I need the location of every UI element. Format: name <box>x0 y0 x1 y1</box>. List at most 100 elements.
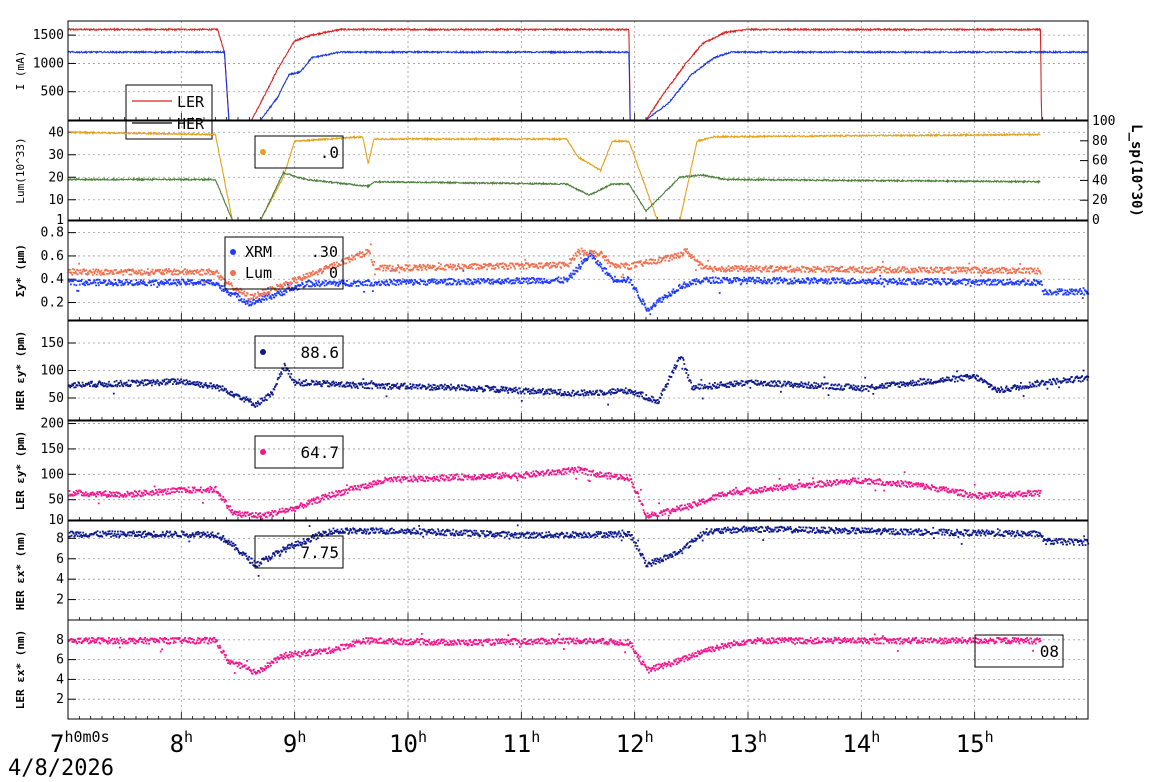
data-point <box>254 302 257 304</box>
y-tick-label: 100 <box>41 467 64 482</box>
data-point <box>261 295 264 298</box>
data-point <box>211 273 214 275</box>
data-point <box>621 388 624 391</box>
data-point <box>206 387 209 389</box>
data-point <box>331 381 333 384</box>
data-point <box>838 278 841 281</box>
data-point <box>1051 383 1054 386</box>
data-point <box>837 268 839 271</box>
data-point <box>634 390 637 392</box>
data-point <box>526 388 529 391</box>
data-point <box>452 266 455 269</box>
data-point <box>843 279 846 282</box>
data-point <box>837 278 839 281</box>
data-point <box>1019 263 1022 265</box>
data-point <box>510 266 512 269</box>
data-point <box>199 282 202 285</box>
data-point <box>730 267 733 270</box>
data-point <box>126 281 129 283</box>
data-point <box>598 264 601 266</box>
data-point <box>450 283 452 286</box>
data-point <box>511 391 514 394</box>
data-point <box>624 281 627 284</box>
data-point <box>236 293 239 295</box>
data-point <box>907 271 909 273</box>
data-point <box>896 269 898 271</box>
data-point <box>715 267 718 270</box>
data-point <box>934 380 937 383</box>
data-point <box>881 383 884 385</box>
data-point <box>196 380 199 383</box>
data-point <box>659 297 662 300</box>
data-point <box>480 386 483 389</box>
data-point <box>408 387 411 389</box>
data-point <box>462 387 465 390</box>
data-point <box>833 277 835 280</box>
data-point <box>1066 289 1068 292</box>
data-point <box>656 399 659 401</box>
data-point <box>720 381 722 384</box>
data-point <box>102 279 105 282</box>
data-point <box>1024 385 1027 388</box>
data-point <box>1081 375 1083 377</box>
data-point <box>479 282 482 284</box>
data-point <box>163 378 166 381</box>
data-point <box>764 279 767 282</box>
data-point <box>667 291 670 294</box>
data-point <box>292 277 295 280</box>
data-point <box>93 384 95 386</box>
data-point <box>364 253 367 256</box>
data-point <box>901 267 903 270</box>
data-point <box>473 278 476 281</box>
data-point <box>756 276 758 279</box>
data-point <box>973 280 975 283</box>
data-point <box>975 279 977 281</box>
data-point <box>958 281 961 284</box>
data-point <box>435 388 438 390</box>
data-point <box>321 280 324 283</box>
data-point <box>384 387 386 390</box>
data-point <box>611 388 614 391</box>
data-point <box>869 271 872 273</box>
data-point <box>984 267 986 269</box>
data-point <box>992 280 995 283</box>
data-point <box>966 279 969 281</box>
data-point <box>635 392 638 394</box>
data-point <box>548 388 550 391</box>
data-point <box>521 263 524 266</box>
data-point <box>223 278 225 281</box>
data-point <box>608 261 611 264</box>
data-point <box>74 271 76 274</box>
data-point <box>566 280 569 283</box>
data-point <box>205 272 208 275</box>
data-point <box>649 313 652 316</box>
data-point <box>521 282 524 284</box>
data-point <box>450 278 453 280</box>
legend: 88.6 <box>254 335 344 369</box>
data-point <box>573 257 576 260</box>
data-point <box>369 283 372 286</box>
data-point <box>854 268 857 270</box>
data-point <box>181 271 184 274</box>
data-point <box>437 262 440 264</box>
data-point <box>525 262 527 264</box>
data-point <box>393 269 395 272</box>
data-point <box>300 277 303 280</box>
data-point <box>439 268 442 270</box>
data-point <box>1068 379 1071 382</box>
data-point <box>887 271 890 274</box>
data-point <box>978 268 981 271</box>
data-point <box>957 268 960 270</box>
data-point <box>250 303 253 306</box>
data-point <box>105 269 108 271</box>
data-point <box>806 386 809 389</box>
data-point <box>1063 379 1066 382</box>
data-point <box>210 282 213 285</box>
data-point <box>726 279 729 281</box>
data-point <box>345 283 348 286</box>
data-point <box>682 359 685 361</box>
data-point <box>531 263 534 266</box>
data-point <box>821 382 824 385</box>
y-axis-label: Lum(10^33) <box>14 137 27 203</box>
data-point <box>819 385 822 388</box>
